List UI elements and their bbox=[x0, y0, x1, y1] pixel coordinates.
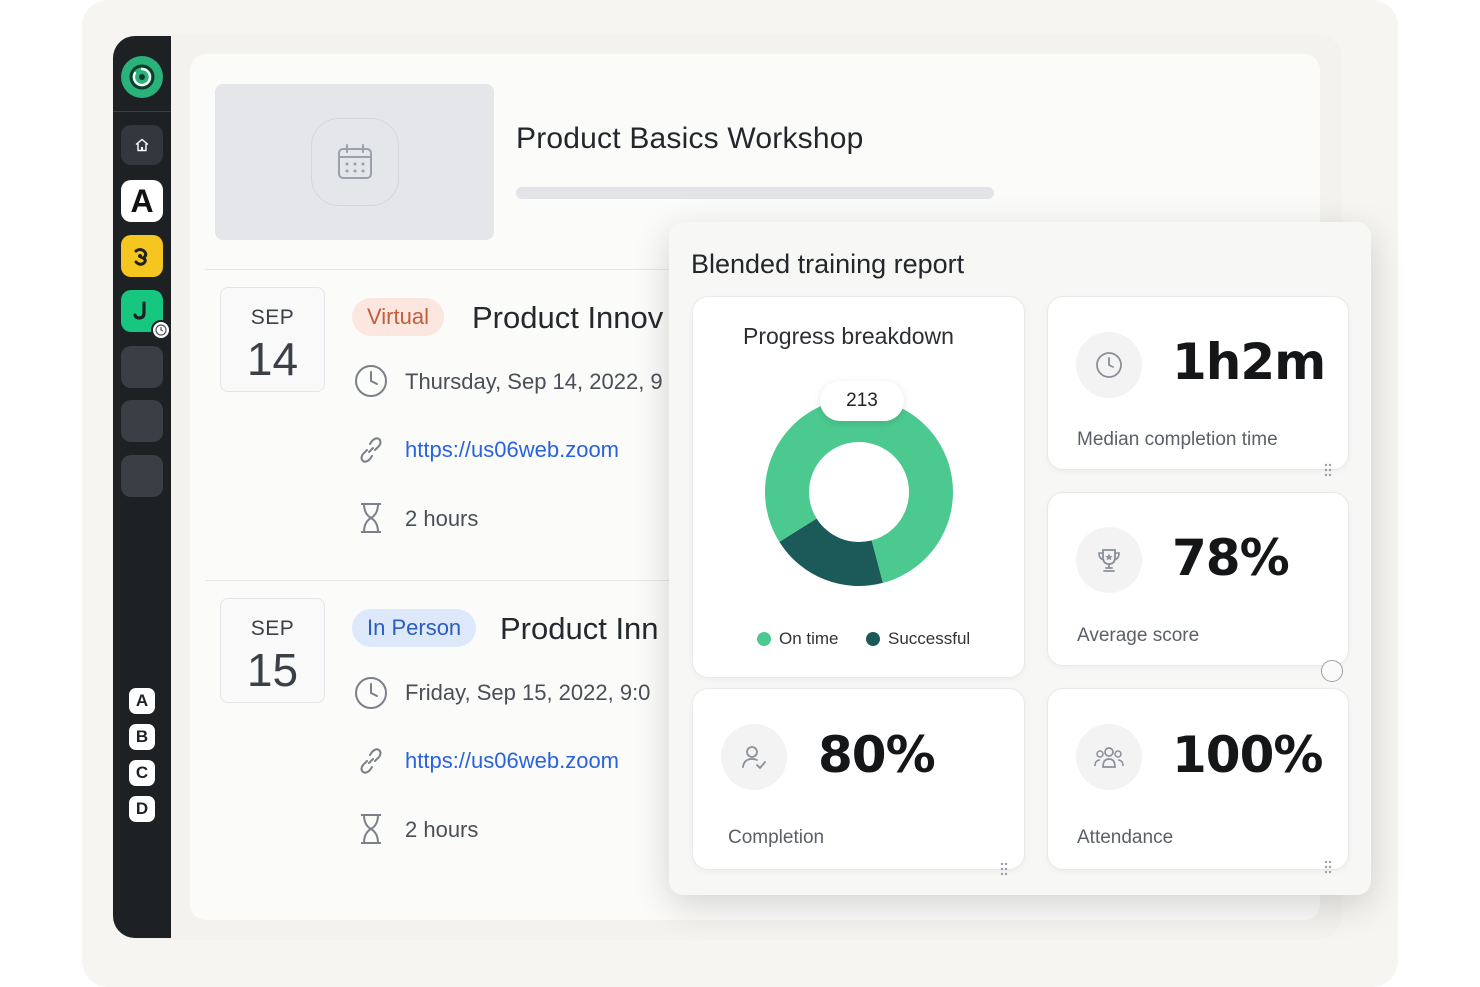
progress-breakdown-card bbox=[692, 296, 1025, 678]
total-count-badge: 213 bbox=[820, 381, 904, 421]
clock-icon bbox=[354, 676, 388, 710]
clock-badge-icon bbox=[151, 320, 171, 340]
divider bbox=[205, 269, 675, 270]
median-completion-label: Median completion time bbox=[1077, 429, 1278, 450]
event-date: SEP 14 bbox=[220, 287, 325, 392]
donut-slice-successful[interactable] bbox=[779, 518, 883, 586]
completion-value: 80% bbox=[818, 726, 936, 784]
clock-icon bbox=[1076, 332, 1142, 398]
donut-slice-on-time[interactable] bbox=[765, 398, 953, 583]
legend-item-on-time: On time bbox=[757, 629, 839, 649]
attendance-value: 100% bbox=[1172, 726, 1323, 784]
average-score-label: Average score bbox=[1077, 625, 1200, 646]
sidebar-letter-a[interactable]: A bbox=[129, 688, 155, 714]
workshop-title: Product Basics Workshop bbox=[516, 122, 864, 155]
legend-swatch bbox=[757, 632, 771, 646]
sidebar-empty-slot[interactable] bbox=[121, 400, 163, 442]
sidebar-empty-slot[interactable] bbox=[121, 455, 163, 497]
event-link[interactable]: https://us06web.zoom bbox=[405, 748, 620, 773]
sidebar-app-yellow[interactable] bbox=[121, 235, 163, 277]
average-score-value: 78% bbox=[1172, 529, 1290, 587]
sidebar-divider bbox=[113, 111, 171, 112]
completion-label: Completion bbox=[728, 827, 825, 848]
home-icon[interactable] bbox=[121, 125, 163, 165]
event-title[interactable]: Product Inn bbox=[500, 611, 659, 646]
sidebar-letter-b[interactable]: B bbox=[129, 724, 155, 750]
event-duration: 2 hours bbox=[405, 817, 479, 842]
trophy-icon bbox=[1076, 527, 1142, 593]
legend-label: Successful bbox=[888, 629, 971, 648]
legend-swatch bbox=[866, 632, 880, 646]
legend-label: On time bbox=[779, 629, 839, 648]
event-datetime: Friday, Sep 15, 2022, 9:0 bbox=[405, 680, 651, 705]
event-link[interactable]: https://us06web.zoom bbox=[405, 437, 620, 462]
user-check-icon bbox=[721, 724, 787, 790]
event-duration: 2 hours bbox=[405, 506, 479, 531]
sidebar: A A B C D bbox=[113, 36, 171, 938]
event-month: SEP bbox=[250, 617, 295, 640]
link-icon bbox=[354, 744, 388, 778]
attendance-label: Attendance bbox=[1077, 827, 1174, 848]
drag-handle-icon[interactable] bbox=[1324, 860, 1332, 874]
report-title: Blended training report bbox=[691, 249, 965, 279]
app-logo-icon[interactable] bbox=[121, 56, 163, 98]
event-month: SEP bbox=[250, 306, 295, 329]
sidebar-letter-d[interactable]: D bbox=[129, 796, 155, 822]
in-person-tag: In Person bbox=[352, 609, 477, 647]
clock-icon bbox=[354, 364, 388, 398]
event-datetime: Thursday, Sep 14, 2022, 9 bbox=[405, 369, 663, 394]
users-group-icon bbox=[1076, 724, 1142, 790]
link-icon bbox=[354, 433, 388, 467]
event-day: 14 bbox=[246, 333, 299, 385]
progress-donut-chart bbox=[765, 398, 953, 586]
calendar-icon bbox=[310, 118, 399, 206]
info-icon[interactable] bbox=[1321, 660, 1343, 682]
divider bbox=[205, 580, 675, 581]
sidebar-empty-slot[interactable] bbox=[121, 346, 163, 388]
workshop-progress-bar bbox=[516, 187, 994, 199]
sidebar-app-a[interactable]: A bbox=[121, 180, 163, 222]
virtual-tag: Virtual bbox=[352, 298, 444, 336]
hourglass-icon bbox=[354, 501, 388, 535]
hourglass-icon bbox=[354, 812, 388, 846]
drag-handle-icon[interactable] bbox=[1000, 862, 1008, 876]
drag-handle-icon[interactable] bbox=[1324, 463, 1332, 477]
workshop-thumbnail[interactable] bbox=[215, 84, 494, 240]
median-completion-value: 1h2m bbox=[1172, 333, 1326, 391]
event-day: 15 bbox=[246, 644, 299, 696]
sidebar-app-green[interactable] bbox=[121, 290, 171, 340]
sidebar-letter-c[interactable]: C bbox=[129, 760, 155, 786]
legend-item-successful: Successful bbox=[866, 629, 970, 649]
event-date: SEP 15 bbox=[220, 598, 325, 703]
event-title[interactable]: Product Innov bbox=[472, 300, 664, 335]
progress-breakdown-title: Progress breakdown bbox=[743, 323, 954, 349]
